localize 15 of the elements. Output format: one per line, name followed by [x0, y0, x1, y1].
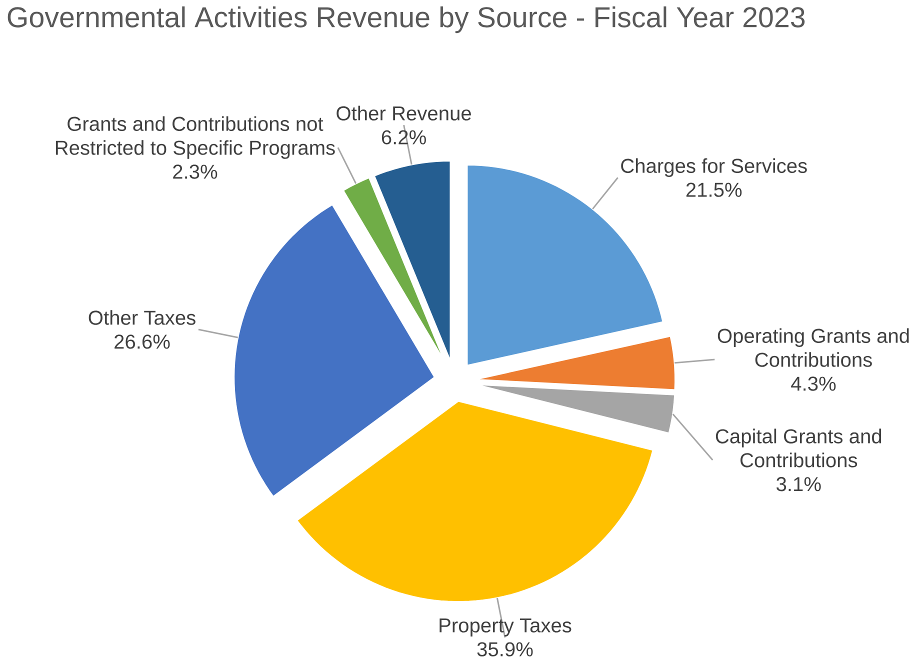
data-label: 3.1%: [776, 476, 821, 492]
slice-label: Charges for Services: [621, 158, 807, 177]
data-label: 4.3%: [791, 376, 836, 391]
data-label: 26.6%: [114, 334, 170, 349]
chart-title: Governmental Activities Revenue by Source - Fiscal Year 2023: [8, 6, 805, 33]
data-label: 6.2%: [382, 130, 426, 144]
slice-label: Other Taxes: [88, 310, 196, 325]
data-label: 21.5%: [686, 182, 742, 197]
data-label: 35.9%: [477, 642, 533, 656]
slice-label: Property Taxes: [440, 618, 572, 636]
slice-label: Operating Grants and Contributions: [718, 328, 909, 367]
slice-label: Other Revenue: [336, 106, 471, 120]
slice-label: Capital Grants and Contributions: [716, 428, 882, 468]
slice-label: Grants and Contributions not Restricted to Specific Programs: [56, 116, 335, 159]
data-label: 2.3%: [173, 164, 218, 179]
